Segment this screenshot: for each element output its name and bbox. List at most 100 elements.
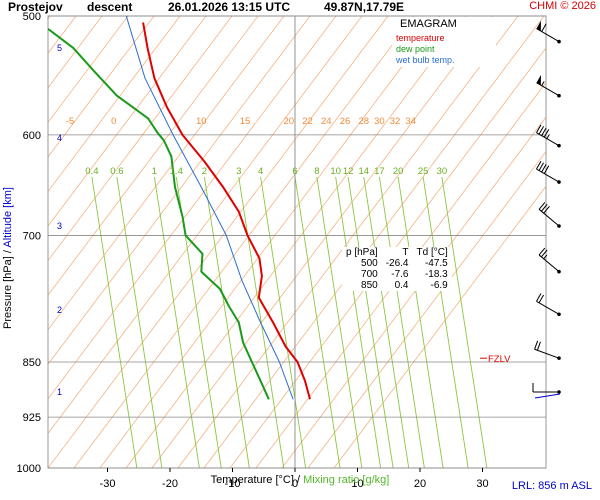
mixing-ratio-line (203, 176, 250, 468)
profile-mode: descent (87, 0, 133, 14)
wind-barb-staff (536, 132, 560, 147)
x-tick-label: 0 (292, 478, 298, 490)
mixing-ratio-label: 30 (437, 166, 448, 177)
isotherm-line (255, 81, 546, 468)
legend-temperature: temperature (396, 33, 445, 43)
wind-barb-feather (536, 293, 542, 302)
wind-barb-feather (540, 249, 548, 258)
isotherm-label: 0 (111, 116, 116, 127)
isotherm-label: -5 (66, 116, 74, 127)
isotherm-line (151, 16, 493, 468)
mixing-ratio-line (116, 176, 163, 468)
wind-barb (532, 383, 561, 394)
mixing-ratio-line (91, 176, 138, 468)
x-tick-label: 30 (476, 478, 488, 490)
mixing-ratio-line (335, 176, 382, 468)
mixing-ratio-label: 14 (358, 166, 369, 177)
wind-barb-staff (538, 208, 560, 227)
observation-datetime: 26.01.2026 13:15 UTC (168, 0, 291, 14)
mixing-ratio-line (260, 176, 307, 468)
mixing-ratio-line (422, 176, 469, 468)
isotherm-line (99, 16, 441, 468)
mixing-ratio-line (441, 176, 488, 468)
mixing-ratio-label: 12 (343, 166, 354, 177)
mixing-ratio-label: 2 (202, 166, 207, 177)
isotherm-label: 10 (196, 116, 207, 127)
table-header: p [hPa] (346, 247, 378, 258)
table-cell: -18.3 (424, 269, 448, 280)
mixing-ratio-line (347, 176, 394, 468)
wind-barb (536, 74, 561, 98)
isotherm-line (48, 16, 233, 262)
pressure-tick-label: 500 (23, 11, 41, 23)
wind-barb-feather (538, 126, 545, 135)
pressure-tick-label: 600 (23, 130, 41, 142)
legend-dew-point: dew point (396, 44, 435, 54)
wind-barb-staff (534, 348, 560, 359)
wind-barb (538, 202, 561, 228)
wind-barb-feather (538, 162, 545, 171)
mixing-ratio-line (397, 176, 444, 468)
isotherm-label: 30 (374, 116, 385, 127)
mixing-ratio-label: 0.6 (110, 166, 123, 177)
y-axis-separator: / (2, 250, 14, 254)
temperature-line (142, 22, 311, 400)
altitude-label: 1 (57, 387, 62, 397)
lrl-label: LRL: 856 m ASL (511, 480, 592, 492)
isotherm-line (48, 16, 389, 468)
wind-barb-feather (543, 205, 550, 214)
wind-barb (538, 247, 561, 274)
isotherm-line (333, 185, 546, 468)
plot-frame (47, 15, 547, 469)
isotherm-label: 26 (340, 116, 351, 127)
isotherm-line (48, 16, 311, 365)
mixing-ratio-line (316, 176, 363, 468)
legend-title: EMAGRAM (400, 18, 457, 30)
wind-barb-staff (536, 28, 560, 43)
wind-barb-staff (538, 254, 560, 273)
y-axis-label-pressure: Pressure [hPa] (2, 256, 14, 329)
table-row: 700 -7.6 -18.3 (342, 269, 452, 280)
wind-barb-feather (538, 202, 546, 210)
isotherm-line (48, 16, 259, 296)
table-header: T (402, 247, 409, 258)
table-cell: -6.9 (430, 280, 448, 291)
table-cell: 700 (361, 269, 378, 280)
mixing-ratio-label: 1 (152, 166, 157, 177)
table-row: 500 -26.4 -47.5 (342, 258, 452, 269)
wind-barb-pennant (536, 74, 541, 86)
wind-barb (536, 293, 561, 317)
table-cell: 0.4 (394, 280, 409, 291)
isotherm-line (48, 16, 103, 89)
x-tick-label: 10 (351, 478, 363, 490)
mixing-ratio-label: 25 (418, 166, 429, 177)
wind-barb-feather (543, 165, 550, 174)
wind-barb-feather (538, 247, 546, 256)
x-axis-label-temperature: Temperature [°C] (210, 474, 294, 486)
wind-barb-feather (536, 161, 542, 170)
pressure-tick-label: 1000 (17, 463, 41, 475)
wind-barb (536, 161, 561, 184)
mixing-ratio-line (378, 176, 425, 468)
wind-barb (536, 20, 561, 44)
legend: EMAGRAM temperature dew point wet bulb t… (392, 17, 496, 67)
isotherm-label: 34 (405, 116, 416, 127)
y-axis-title: Pressure [hPa] / Altitude [km] (2, 173, 14, 343)
wind-barb-half-feather (541, 81, 545, 86)
table-cell: -47.5 (424, 258, 448, 269)
wind-barb (536, 124, 561, 148)
wind-barb-feather (541, 164, 547, 173)
y-axis-label-altitude: Altitude [km] (2, 187, 14, 248)
mixing-ratio-label: 3 (236, 166, 241, 177)
isotherm-label: 22 (302, 116, 313, 127)
isotherm-label: 32 (390, 116, 401, 127)
wind-barb-feather (541, 23, 547, 32)
x-tick-label: 20 (414, 478, 426, 490)
x-axis-separator: / (297, 474, 301, 486)
wind-barb-pennant (536, 20, 541, 32)
table-cell: 850 (361, 280, 378, 291)
summary-table: p [hPa] T Td [°C] 500 -26.4 -47.5 700 -7… (342, 247, 452, 291)
x-tick-label: -30 (100, 478, 116, 490)
